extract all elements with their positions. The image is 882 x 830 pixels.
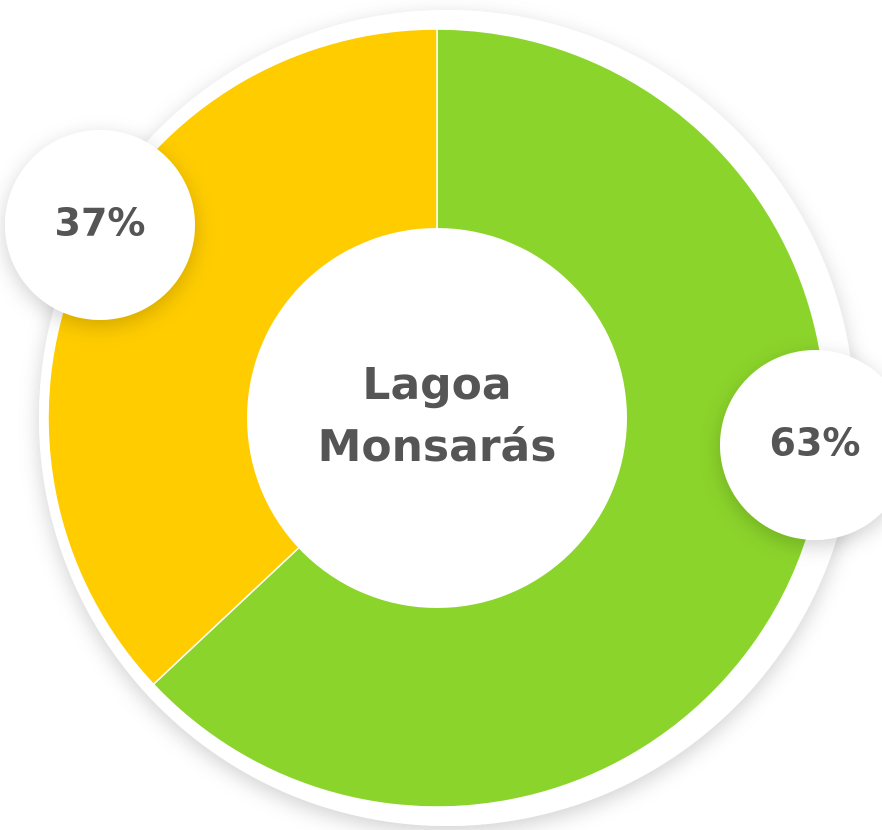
label-bubble: [5, 130, 195, 320]
value-label: 37%: [55, 201, 146, 245]
center-title: Lagoa Monsarás: [318, 359, 557, 472]
label-bubble: [720, 350, 882, 540]
value-label: 63%: [770, 421, 861, 465]
labels: 63% 37%: [5, 130, 882, 540]
inner-hole: [247, 228, 627, 608]
